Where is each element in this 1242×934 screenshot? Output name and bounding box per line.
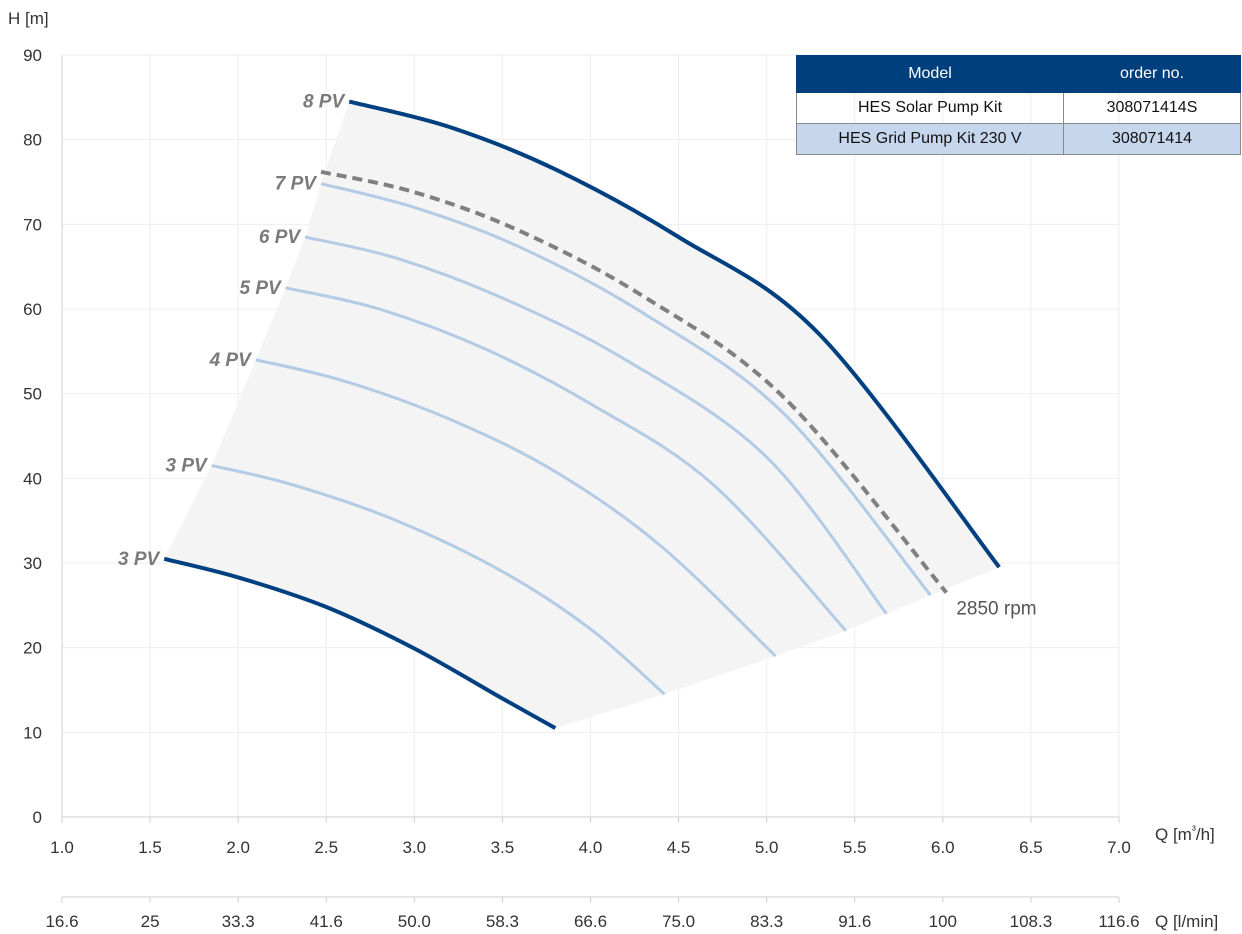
y-tick-label: 90 <box>23 46 42 65</box>
y-tick-label: 10 <box>23 723 42 742</box>
curve-5-pv-3 <box>285 286 848 632</box>
x-secondary-tick-label: 91.6 <box>838 912 871 931</box>
table-cell: 308071414S <box>1063 92 1241 124</box>
x-tick-label: 5.5 <box>843 838 867 857</box>
table-header: Model <box>796 55 1064 93</box>
x-tick-label: 6.0 <box>931 838 955 857</box>
x-tick-label: 1.0 <box>50 838 74 857</box>
y-tick-label: 70 <box>23 215 42 234</box>
y-tick-label: 50 <box>23 385 42 404</box>
x-tick-label: 7.0 <box>1107 838 1131 857</box>
x-tick-label: 4.0 <box>579 838 603 857</box>
table-header-row: Model order no. <box>796 55 1241 93</box>
x-secondary-tick-label: 75.0 <box>662 912 695 931</box>
x-secondary-tick-label: 41.6 <box>310 912 343 931</box>
curve-label: 6 PV <box>259 227 302 248</box>
x-tick-label: 2.0 <box>226 838 250 857</box>
curve-label: 3 PV <box>118 549 161 570</box>
y-axis-title: H [m] <box>8 9 49 28</box>
curve-7-pv-5 <box>320 182 932 597</box>
table-row: HES Grid Pump Kit 230 V 308071414 <box>796 123 1241 155</box>
y-tick-label: 20 <box>23 639 42 658</box>
table-cell: HES Solar Pump Kit <box>796 92 1064 124</box>
table-cell: 308071414 <box>1063 123 1241 155</box>
curve-3-pv-1 <box>211 464 666 696</box>
x-secondary-tick-label: 116.6 <box>1098 912 1139 931</box>
x-secondary-tick-label: 83.3 <box>750 912 783 931</box>
y-tick-label: 30 <box>23 554 42 573</box>
curve-4-pv-2 <box>255 358 777 658</box>
curves <box>163 99 1001 730</box>
x-tick-label: 1.5 <box>138 838 162 857</box>
x-tick-label: 4.5 <box>667 838 691 857</box>
curve-6-pv-4 <box>304 235 888 615</box>
table-cell: HES Grid Pump Kit 230 V <box>796 123 1064 155</box>
x-secondary-tick-label: 100 <box>929 912 957 931</box>
x-secondary-axis-title: Q [l/min] <box>1155 912 1218 931</box>
y-tick-label: 0 <box>33 808 42 827</box>
curve-label: 4 PV <box>209 350 253 371</box>
curve-labels: 3 PV 3 PV 4 PV 5 PV 6 PV 7 PV 8 PV <box>118 92 345 570</box>
x-secondary-tick-label: 58.3 <box>486 912 519 931</box>
x-secondary-tick-label: 16.6 <box>45 912 78 931</box>
curve-label: 3 PV <box>166 456 209 477</box>
curve-rated-6 <box>320 169 948 594</box>
table-header: order no. <box>1063 55 1241 93</box>
x-tick-label: 5.0 <box>755 838 779 857</box>
x-tick-label: 3.0 <box>403 838 427 857</box>
y-tick-label: 60 <box>23 300 42 319</box>
model-table: Model order no. HES Solar Pump Kit 30807… <box>796 55 1241 155</box>
operating-area <box>164 101 1000 729</box>
x-tick-label: 6.5 <box>1019 838 1043 857</box>
rpm-annotation: 2850 rpm <box>956 599 1036 620</box>
x-secondary-tick-label: 25 <box>141 912 160 931</box>
x-secondary-tick-label: 66.6 <box>574 912 607 931</box>
x-secondary-tick-label: 108.3 <box>1010 912 1053 931</box>
curve-label: 7 PV <box>275 174 318 195</box>
x-tick-label: 2.5 <box>314 838 338 857</box>
curve-label: 8 PV <box>303 92 346 113</box>
y-tick-label: 40 <box>23 469 42 488</box>
x-secondary-tick-label: 50.0 <box>398 912 431 931</box>
x-axis-title: Q [m³/h] <box>1155 823 1215 844</box>
x-secondary-tick-label: 33.3 <box>222 912 255 931</box>
x-tick-label: 3.5 <box>491 838 515 857</box>
curve-label: 5 PV <box>240 278 283 299</box>
curve-8-pv-7 <box>348 99 1001 569</box>
y-tick-label: 80 <box>23 131 42 150</box>
table-row: HES Solar Pump Kit 308071414S <box>796 92 1241 124</box>
tick-labels: 0 10 20 30 40 50 60 70 80 90 1.0 1.5 2.0 2.5 3.0 3.5 4.0… <box>23 46 1140 931</box>
curve-3-pv-0 <box>163 556 557 730</box>
